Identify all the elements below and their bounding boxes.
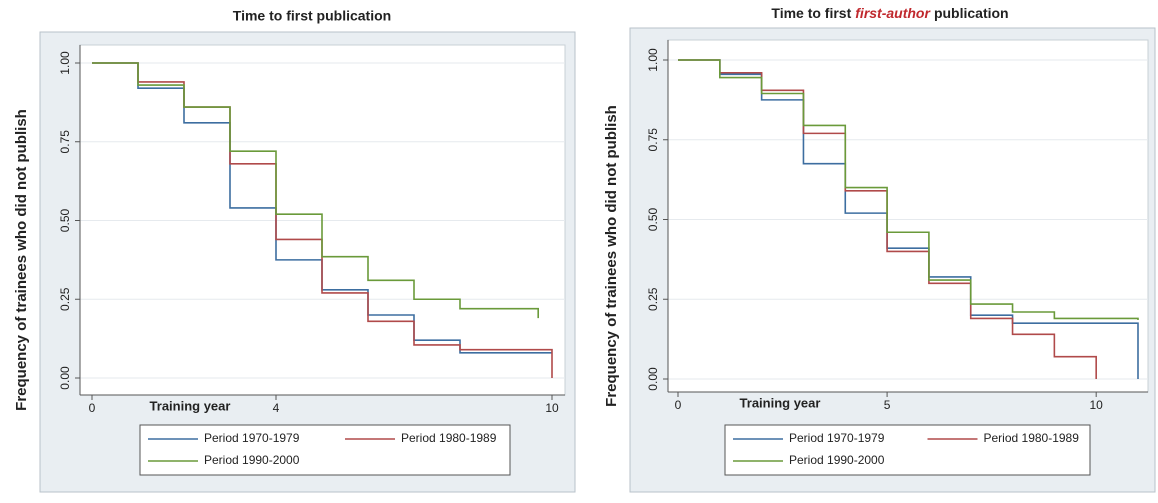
- step-line: [92, 62, 552, 354]
- title-part: publication: [934, 5, 1009, 21]
- title-part: Time to first: [771, 5, 851, 21]
- y-tick-label: 0.00: [646, 367, 660, 391]
- plot-area: [667, 39, 1149, 393]
- chart-title: Time to first first-author publication: [771, 5, 1008, 21]
- x-tick-label: 0: [89, 401, 96, 415]
- y-tick-label: 0.25: [646, 287, 660, 311]
- legend-label: Period 1980-1989: [984, 431, 1080, 445]
- y-tick-label: 0.25: [58, 287, 72, 311]
- y-tick-label: 0.75: [58, 130, 72, 154]
- x-tick-label: 10: [1090, 398, 1104, 412]
- legend: [139, 424, 511, 476]
- x-tick-label: 4: [273, 401, 280, 415]
- legend-label: Period 1990-2000: [204, 453, 300, 467]
- y-tick-label: 0.75: [646, 128, 660, 152]
- x-axis-label: Training year: [150, 398, 231, 413]
- chart-title: Time to first publication: [233, 8, 391, 24]
- y-tick-label: 1.00: [646, 48, 660, 72]
- y-axis-label: Frequency of trainees who did not publis…: [13, 109, 30, 411]
- y-tick-label: 0.00: [58, 366, 72, 390]
- x-tick-label: 0: [675, 398, 682, 412]
- y-axis-label: Frequency of trainees who did not publis…: [603, 105, 620, 407]
- legend: [724, 424, 1091, 476]
- legend-label: Period 1990-2000: [789, 453, 885, 467]
- y-tick-label: 1.00: [58, 51, 72, 75]
- legend-label: Period 1980-1989: [401, 431, 497, 445]
- y-tick-label: 0.50: [646, 207, 660, 231]
- x-tick-label: 5: [884, 398, 891, 412]
- x-axis-label: Training year: [740, 395, 821, 410]
- x-tick-label: 10: [545, 401, 559, 415]
- step-line: [678, 59, 1139, 320]
- title-emphasis: first-author: [855, 5, 931, 21]
- legend-label: Period 1970-1979: [789, 431, 885, 445]
- step-line: [92, 62, 539, 319]
- y-tick-label: 0.50: [58, 208, 72, 232]
- legend-label: Period 1970-1979: [204, 431, 300, 445]
